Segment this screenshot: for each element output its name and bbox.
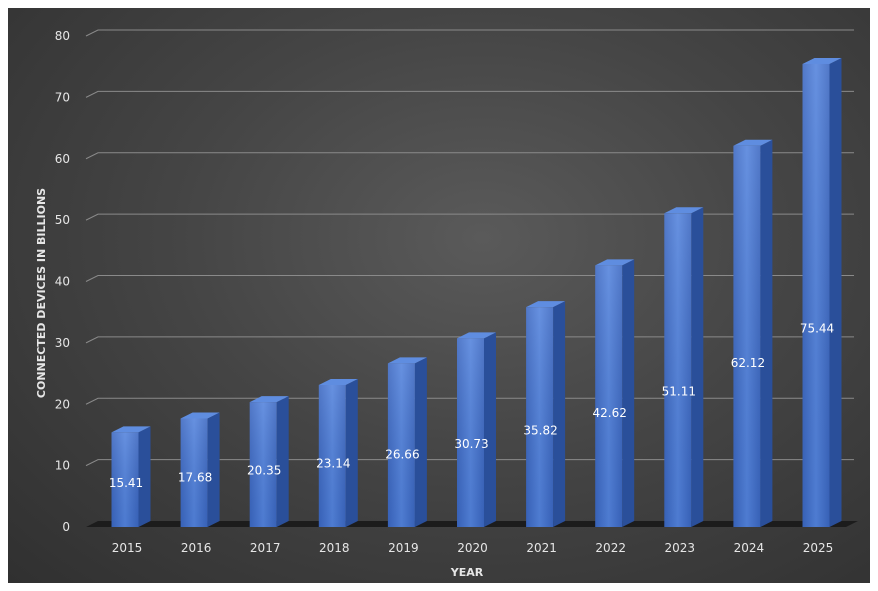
bar-side <box>484 332 496 527</box>
bar-side <box>829 57 842 527</box>
bar <box>733 139 773 527</box>
y-axis-title: CONNECTED DEVICES IN BILLIONS <box>35 188 48 398</box>
bar-side <box>622 259 635 527</box>
bar-shade <box>249 402 277 527</box>
bar-side <box>760 139 773 527</box>
data-label: 51.11 <box>662 384 696 398</box>
data-label: 20.35 <box>247 464 281 478</box>
data-label: 30.73 <box>454 437 488 451</box>
bar-chart: 15.41 17.68 20.35 23.14 26.66 30.73 35.82 42.62… <box>35 29 858 579</box>
chart-area: 15.41 17.68 20.35 23.14 26.66 30.73 35.82 42.62… <box>8 8 870 583</box>
y-tick-label: 60 <box>55 152 70 166</box>
data-labels: 15.41 17.68 20.35 23.14 26.66 30.73 35.82 42.62… <box>109 322 834 490</box>
y-tick-label: 10 <box>55 459 70 473</box>
x-tick-label: 2016 <box>181 541 212 555</box>
y-tick-label: 80 <box>55 29 70 43</box>
bar-shade <box>664 213 692 527</box>
x-tick-label: 2018 <box>319 541 350 555</box>
x-tick-label: 2021 <box>526 541 557 555</box>
x-axis-title: YEAR <box>450 566 484 579</box>
data-label: 62.12 <box>731 356 765 370</box>
bar-side <box>207 412 220 527</box>
bar-side <box>553 301 566 527</box>
bar <box>595 259 635 527</box>
data-label: 15.41 <box>109 476 143 490</box>
gridline <box>85 152 854 160</box>
x-axis-ticks: 2015 2016 2017 2018 2019 2020 2021 2022 2023 2024… <box>112 541 834 555</box>
bar-shade <box>318 384 346 527</box>
data-label: 26.66 <box>385 447 419 461</box>
bar-top <box>318 378 358 385</box>
bar-top <box>249 396 289 403</box>
x-tick-label: 2020 <box>457 541 488 555</box>
bar <box>664 207 704 527</box>
bar-top <box>595 259 635 266</box>
bar-top <box>802 57 842 64</box>
data-label: 42.62 <box>593 406 627 420</box>
bar-side <box>414 357 427 527</box>
bar-shade <box>733 145 761 527</box>
bar-side <box>345 378 358 527</box>
y-tick-label: 50 <box>55 213 70 227</box>
bar-top <box>457 332 496 339</box>
bar-shade <box>180 418 208 527</box>
x-tick-label: 2022 <box>595 541 626 555</box>
gridline <box>85 213 854 221</box>
x-tick-label: 2019 <box>388 541 419 555</box>
y-tick-label: 70 <box>55 90 70 104</box>
x-tick-label: 2024 <box>734 541 765 555</box>
bar-top <box>733 139 773 146</box>
bar <box>318 378 358 527</box>
bar-shade <box>526 307 554 527</box>
bar-side <box>691 207 704 527</box>
bar-shade <box>387 363 415 527</box>
bars <box>111 57 842 527</box>
gridline <box>85 90 854 98</box>
data-label: 75.44 <box>800 322 834 336</box>
y-axis-ticks: 0 10 20 30 40 50 60 70 80 <box>55 29 70 534</box>
bar-top <box>664 207 704 214</box>
bar <box>802 57 842 527</box>
bar-shade <box>111 432 139 527</box>
bar-side <box>138 426 151 527</box>
x-tick-label: 2023 <box>665 541 696 555</box>
bar-top <box>526 301 566 308</box>
y-tick-label: 0 <box>62 520 70 534</box>
bar-top <box>111 426 151 433</box>
y-tick-label: 40 <box>55 275 70 289</box>
y-tick-label: 30 <box>55 336 70 350</box>
bar <box>387 357 427 527</box>
data-label: 23.14 <box>316 456 350 470</box>
x-tick-label: 2025 <box>803 541 834 555</box>
bar <box>180 412 220 527</box>
x-tick-label: 2015 <box>112 541 143 555</box>
bar-top <box>180 412 220 419</box>
bar <box>249 396 289 527</box>
bar-shade <box>457 338 484 527</box>
bar-top <box>387 357 427 364</box>
bar-side <box>276 396 289 527</box>
bar-shade <box>802 63 830 527</box>
y-tick-label: 20 <box>55 397 70 411</box>
bar <box>457 332 496 527</box>
x-tick-label: 2017 <box>250 541 281 555</box>
data-label: 35.82 <box>523 424 557 438</box>
gridline <box>85 29 854 37</box>
bar <box>111 426 151 527</box>
bar-shade <box>595 265 623 527</box>
bar <box>526 301 566 527</box>
data-label: 17.68 <box>178 470 212 484</box>
